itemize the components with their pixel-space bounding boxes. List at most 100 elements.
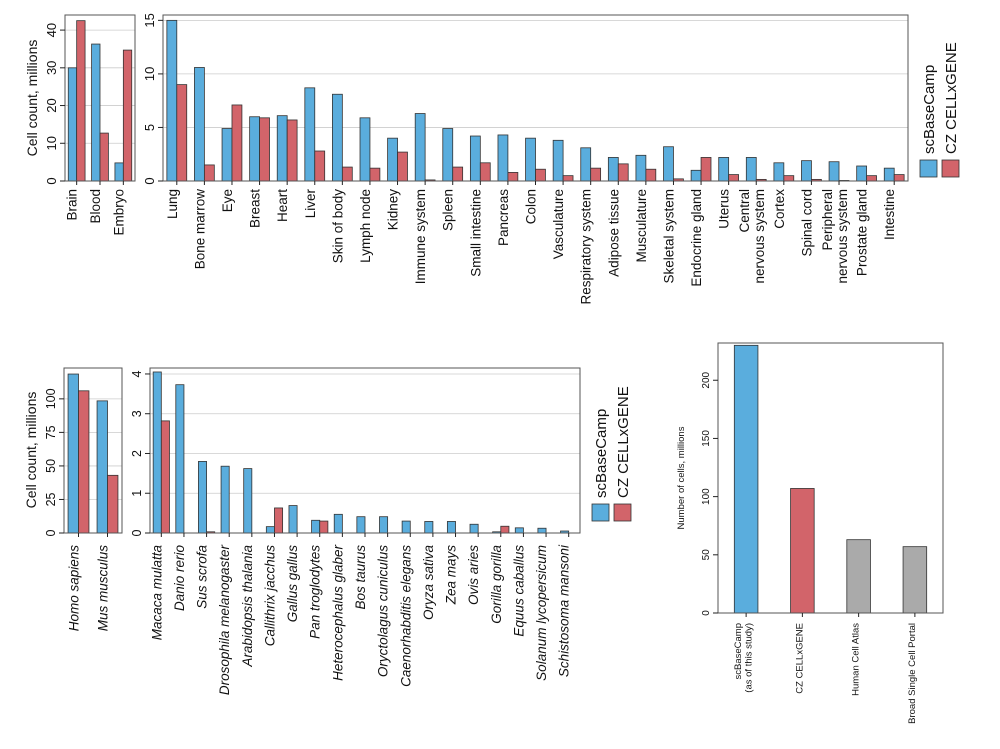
bar-cz-cellxgene-respiratory-system[interactable] [590,167,602,182]
bar-cz-cellxgene-eye[interactable] [231,104,243,182]
bar-scbasecamp-skin-of-body[interactable] [332,93,343,182]
x-tick-label-homo-sapiens: Homo sapiens [67,545,82,632]
y-tick-label: 2 [130,450,144,457]
bar-scbasecamp-adipose-tissue[interactable] [607,157,619,182]
bar-cz-cellxgene-heart[interactable] [286,119,298,182]
bar-scbasecamp-macaca-mulatta[interactable] [152,371,162,534]
bar-scbasecamp-callithrix-jacchus[interactable] [265,526,275,534]
x-tick-label-bone-marrow: Bone marrow [192,189,207,270]
y-axis: 0 50 100 150 200 [701,371,718,616]
bar-cz-cellxgene-vasculature[interactable] [562,175,574,182]
bar-scbasecamp-danio-rerio[interactable] [175,384,185,534]
bar-scbasecamp-lung[interactable] [166,19,178,182]
x-tick-label-oryza-sativa: Oryza sativa [421,545,436,621]
bar-scbasecamp-arabidopsis-thalania[interactable] [243,468,253,534]
bar-scbasecamp-bos-taurus[interactable] [356,516,366,534]
bar-cz-cellxgene-intestine[interactable] [893,174,905,182]
y-tick-label: 3 [130,410,144,417]
bar-cz-cellxgene-liver[interactable] [314,150,326,182]
bar-scbasecamp-intestine[interactable] [883,167,895,182]
x-tick-label-heterocephalus-glaber: Heterocephalus glaber [330,545,345,681]
bar-scbasecamp-pancreas[interactable] [497,134,509,182]
bar-scbasecamp-musculature[interactable] [635,154,647,182]
bar-scbasecamp-caenorhabditis-elegans[interactable] [401,520,411,534]
bar-scbasecamp-zea-mays[interactable] [446,521,456,534]
bar-scbasecamp-liver[interactable] [304,87,316,182]
bar-cz-cellxgene-prostate-gland[interactable] [866,175,877,182]
bar-cz-cellxgene-musculature[interactable] [645,168,657,182]
bar-scbasecamp-immune-system[interactable] [414,113,426,182]
bar-cz-cellxgene[interactable] [790,488,815,614]
bar-scbasecamp-prostate-gland[interactable] [856,165,868,182]
bar-cz-cellxgene-homo-sapiens[interactable] [78,390,90,534]
bar-scbasecamp-pan-troglodytes[interactable] [311,519,321,534]
bar-scbasecamp-oryctolagus-cuniculus[interactable] [379,516,389,534]
bar-scbasecamp-breast[interactable] [249,116,260,182]
bar-cz-cellxgene-embryo[interactable] [122,49,133,182]
bar-scbasecamp-respiratory-system[interactable] [580,147,592,182]
bar-cz-cellxgene-bone-marrow[interactable] [203,164,215,182]
bar-scbasecamp-spleen[interactable] [442,128,454,182]
x-tick-label-mus-musculus: Mus musculus [96,545,111,632]
bar-cz-cellxgene-callithrix-jacchus[interactable] [274,507,284,534]
bar-scbasecamp-eye[interactable] [221,128,233,182]
legend-label-scbasecamp: scBaseCamp [921,65,938,154]
bar-scbasecamp-heart[interactable] [276,115,288,182]
bar-scbasecamp-lymph-node[interactable] [359,117,371,182]
bar-scbasecamp-as-of-this-study[interactable] [733,344,759,614]
bar-cz-cellxgene-pan-troglodytes[interactable] [319,520,329,534]
bar-cz-cellxgene-lymph-node[interactable] [369,167,381,182]
bar-scbasecamp-bone-marrow[interactable] [194,67,205,182]
bar-cz-cellxgene-adipose-tissue[interactable] [617,163,629,182]
bar-cz-cellxgene-lung[interactable] [176,84,188,182]
bar-cz-cellxgene-macaca-mulatta[interactable] [160,420,170,534]
bar-scbasecamp-sus-scrofa[interactable] [198,461,207,534]
bar-scbasecamp-cortex[interactable] [773,162,785,182]
bar-scbasecamp-endocrine-gland[interactable] [690,169,702,182]
bar-cz-cellxgene-spleen[interactable] [452,166,464,182]
bar-scbasecamp-uterus[interactable] [718,157,730,182]
bar-scbasecamp-heterocephalus-glaber[interactable] [333,513,343,534]
bar-scbasecamp-brain[interactable] [67,67,78,182]
bar-scbasecamp-gallus-gallus[interactable] [288,505,298,534]
bar-cz-cellxgene-breast[interactable] [259,117,270,182]
bar-cz-cellxgene-cortex[interactable] [783,175,795,182]
bar-scbasecamp-peripheral-nervous-system[interactable] [828,161,840,182]
bar-scbasecamp-homo-sapiens[interactable] [67,373,79,534]
bar-scbasecamp-small-intestine[interactable] [469,135,481,182]
bar-scbasecamp-blood[interactable] [91,43,101,182]
bar-scbasecamp-central-nervous-system[interactable] [745,157,757,182]
bar-scbasecamp-mus-musculus[interactable] [96,400,108,534]
x-tick-label-musculature: Musculature [634,189,649,263]
plot-frame [717,342,944,614]
bar-cz-cellxgene-uterus[interactable] [728,174,739,182]
bar-cz-cellxgene-endocrine-gland[interactable] [700,157,712,182]
bar-cz-cellxgene-mus-musculus[interactable] [107,474,119,534]
bar-cz-cellxgene-blood[interactable] [99,132,109,182]
bar-cz-cellxgene-colon[interactable] [535,168,546,182]
bar-scbasecamp-oryza-sativa[interactable] [424,521,434,534]
x-tick-label-skeletal-system: Skeletal system [661,189,676,284]
bar-human-cell-atlas[interactable] [846,539,871,614]
bar-scbasecamp-kidney[interactable] [387,137,398,182]
bar-scbasecamp-equus-caballus[interactable] [514,527,524,534]
bar-scbasecamp-spinal-cord[interactable] [801,160,812,182]
bar-scbasecamp-embryo[interactable] [114,162,124,182]
bar-cz-cellxgene-kidney[interactable] [397,151,408,182]
bar-scbasecamp-solanum-lycopersicum[interactable] [537,527,547,534]
bar-cz-cellxgene-gorilla-gorilla[interactable] [500,525,510,534]
bar-cz-cellxgene-pancreas[interactable] [507,172,519,182]
bar-scbasecamp-skeletal-system[interactable] [663,146,674,182]
y-axis-title: Cell count, millions [24,40,40,157]
bar-cz-cellxgene-small-intestine[interactable] [479,162,491,182]
bar-cz-cellxgene-brain[interactable] [76,20,86,182]
bar-broad-single-cell-portal[interactable] [902,546,928,614]
bar-scbasecamp-vasculature[interactable] [552,139,564,182]
x-tick-label-eye: Eye [220,189,235,212]
y-tick-label: 30 [44,61,59,75]
bar-scbasecamp-drosophila-melanogaster[interactable] [220,465,230,534]
y-axis-title: Number of cells, millions [676,426,687,529]
bar-scbasecamp-colon[interactable] [525,137,536,182]
bar-scbasecamp-ovis-aries[interactable] [469,523,479,534]
bar-cz-cellxgene-skin-of-body[interactable] [341,166,353,182]
